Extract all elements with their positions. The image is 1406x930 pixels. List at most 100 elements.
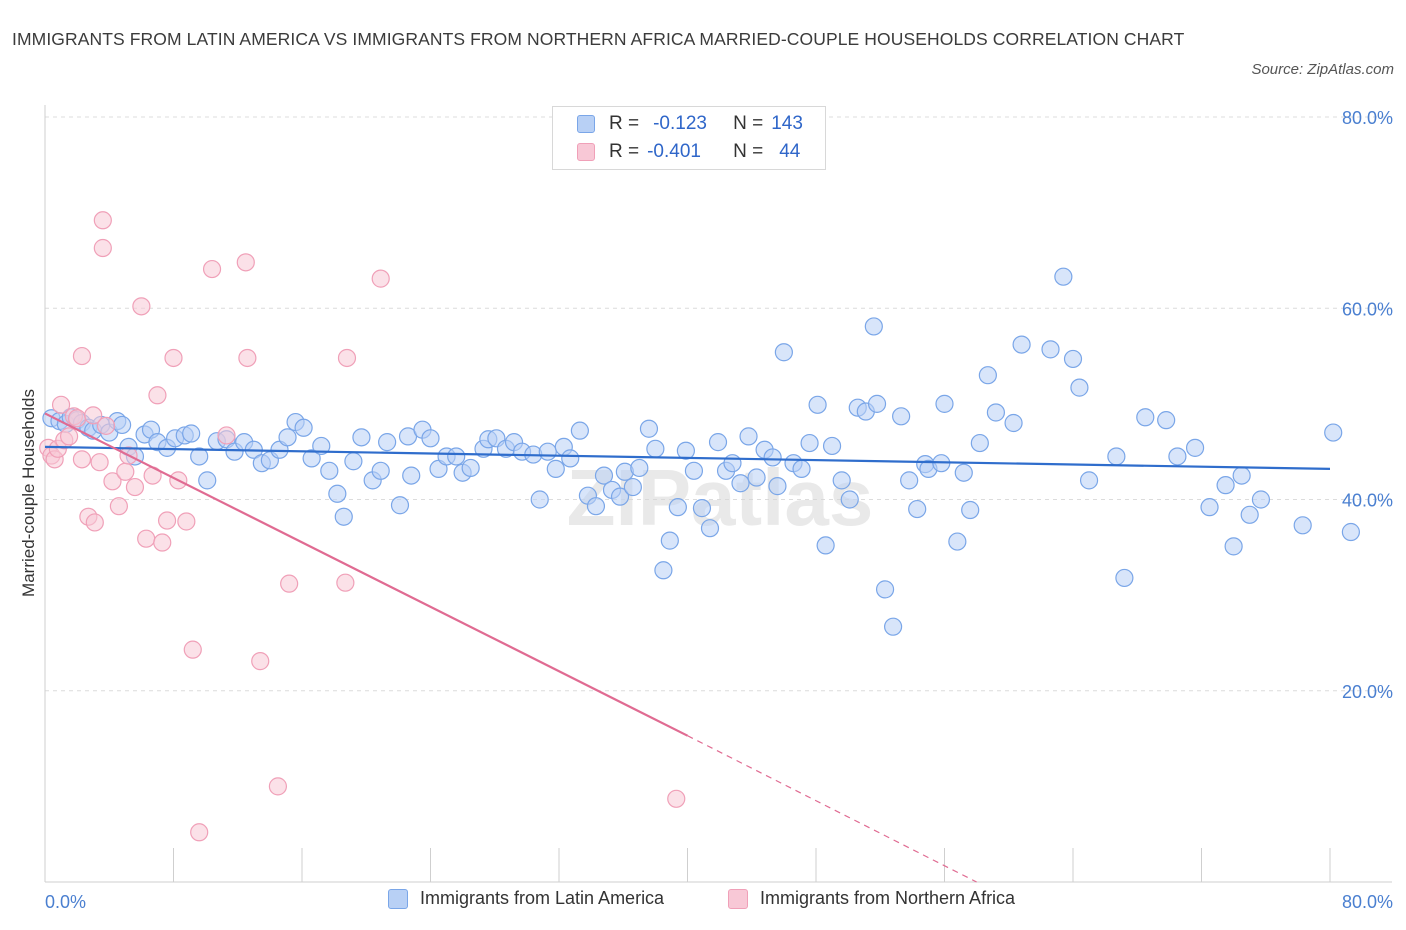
point-latin-america xyxy=(739,427,758,446)
point-northern-africa xyxy=(125,477,145,497)
point-latin-america xyxy=(302,449,321,468)
point-latin-america xyxy=(1200,498,1219,517)
point-northern-africa xyxy=(183,640,202,659)
legend-n-label: N = xyxy=(733,113,764,134)
point-northern-africa xyxy=(116,462,135,481)
point-latin-america xyxy=(586,497,606,516)
point-latin-america xyxy=(320,461,339,480)
legend-r-label: R = xyxy=(609,113,640,134)
point-northern-africa xyxy=(93,211,112,230)
point-latin-america xyxy=(832,471,851,490)
point-northern-africa xyxy=(90,453,109,472)
point-latin-america xyxy=(1224,537,1243,556)
point-latin-america xyxy=(1216,476,1235,495)
y-tick-label: 40.0% xyxy=(1342,491,1393,511)
point-northern-africa xyxy=(190,823,209,842)
point-latin-america xyxy=(668,498,687,517)
point-northern-africa xyxy=(72,450,92,469)
point-northern-africa xyxy=(148,386,167,405)
point-northern-africa xyxy=(371,269,390,288)
point-latin-america xyxy=(1136,408,1155,427)
x-tick-label: 0.0% xyxy=(45,892,86,912)
point-latin-america xyxy=(594,466,614,485)
source-label: Source: ZipAtlas.com xyxy=(1251,61,1394,78)
point-latin-america xyxy=(1185,438,1205,457)
point-latin-america xyxy=(723,454,742,473)
point-northern-africa xyxy=(72,346,92,366)
axes xyxy=(44,105,1392,883)
point-latin-america xyxy=(1041,340,1060,359)
point-latin-america xyxy=(948,532,967,551)
point-latin-america xyxy=(402,466,421,485)
point-northern-africa xyxy=(667,789,686,808)
point-latin-america xyxy=(986,403,1006,422)
point-latin-america xyxy=(676,441,695,460)
point-latin-america xyxy=(961,500,980,520)
series-latin-america xyxy=(42,267,1360,636)
point-latin-america xyxy=(900,471,919,490)
point-northern-africa xyxy=(153,533,172,552)
point-latin-america xyxy=(1293,516,1312,535)
point-latin-america xyxy=(461,458,480,478)
point-latin-america xyxy=(421,429,440,448)
point-latin-america xyxy=(112,415,132,435)
point-latin-america xyxy=(630,458,649,478)
point-latin-america xyxy=(864,317,883,336)
point-latin-america xyxy=(883,617,903,636)
point-latin-america xyxy=(390,496,410,515)
point-latin-america xyxy=(344,452,363,471)
legend-r-value: -0.123 xyxy=(653,113,707,134)
point-northern-africa xyxy=(68,409,87,428)
point-northern-africa xyxy=(132,297,151,316)
point-latin-america xyxy=(538,442,557,461)
point-latin-america xyxy=(978,366,997,385)
point-latin-america xyxy=(1012,335,1031,354)
point-latin-america xyxy=(334,507,353,526)
legend-swatch-pink xyxy=(728,888,748,909)
legend-swatch-blue xyxy=(388,888,408,909)
point-northern-africa xyxy=(59,427,79,446)
point-latin-america xyxy=(190,447,209,466)
y-axis-title: Married-couple Households xyxy=(19,389,38,597)
point-northern-africa xyxy=(109,497,128,516)
legend-series-name: Immigrants from Latin America xyxy=(420,888,665,908)
point-latin-america xyxy=(1240,505,1259,524)
point-latin-america xyxy=(546,459,565,478)
point-northern-africa xyxy=(337,348,357,368)
point-latin-america xyxy=(352,428,371,447)
point-northern-africa xyxy=(51,395,71,414)
point-latin-america xyxy=(867,394,887,413)
point-latin-america xyxy=(1324,423,1343,442)
point-latin-america xyxy=(1063,349,1083,369)
point-latin-america xyxy=(731,474,750,493)
point-latin-america xyxy=(660,531,679,550)
point-latin-america xyxy=(808,395,827,414)
point-latin-america xyxy=(1115,568,1134,588)
legend-row-latin-america: R = -0.123 N = 143 xyxy=(577,111,803,137)
point-northern-africa xyxy=(164,348,183,368)
point-latin-america xyxy=(816,536,835,555)
point-northern-africa xyxy=(236,253,255,272)
grid-lines xyxy=(45,116,1392,692)
point-latin-america xyxy=(792,459,811,478)
point-latin-america xyxy=(639,419,659,438)
point-northern-africa xyxy=(93,238,112,258)
x-tick-label: 80.0% xyxy=(1342,892,1393,912)
y-tick-label: 60.0% xyxy=(1342,299,1393,319)
point-latin-america xyxy=(328,484,347,503)
point-northern-africa xyxy=(137,529,156,548)
legend-r-value: -0.401 xyxy=(647,141,701,162)
point-latin-america xyxy=(1157,411,1176,430)
point-latin-america xyxy=(768,477,787,496)
trend-line-latin-america xyxy=(44,445,1331,470)
legend-swatch-blue xyxy=(577,115,595,133)
point-northern-africa xyxy=(85,513,104,532)
point-northern-africa xyxy=(202,259,222,279)
point-latin-america xyxy=(908,499,927,519)
legend-item-latin-america: Immigrants from Latin America xyxy=(388,888,664,909)
point-northern-africa xyxy=(96,416,116,435)
point-latin-america xyxy=(1107,447,1126,466)
point-latin-america xyxy=(182,424,201,443)
point-northern-africa xyxy=(84,406,103,425)
point-latin-america xyxy=(378,433,397,452)
